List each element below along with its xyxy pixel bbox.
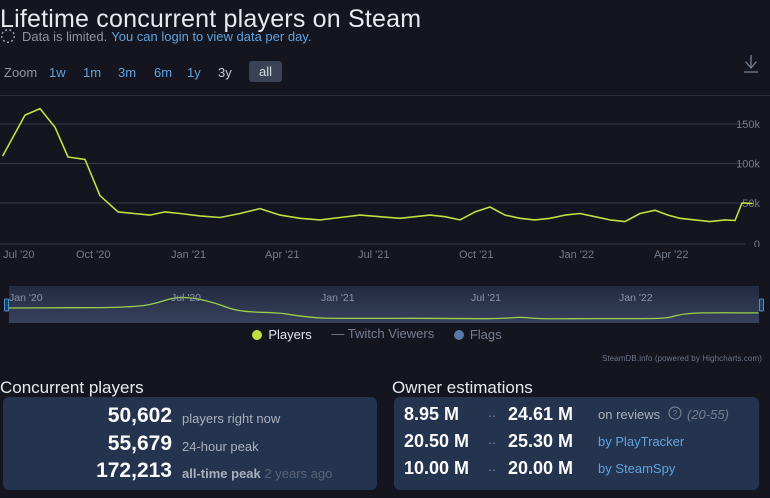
svg-text:0: 0 [754, 239, 760, 247]
svg-text:150k: 150k [736, 119, 760, 131]
svg-text:100k: 100k [736, 159, 760, 171]
svg-text:?: ? [673, 408, 678, 418]
